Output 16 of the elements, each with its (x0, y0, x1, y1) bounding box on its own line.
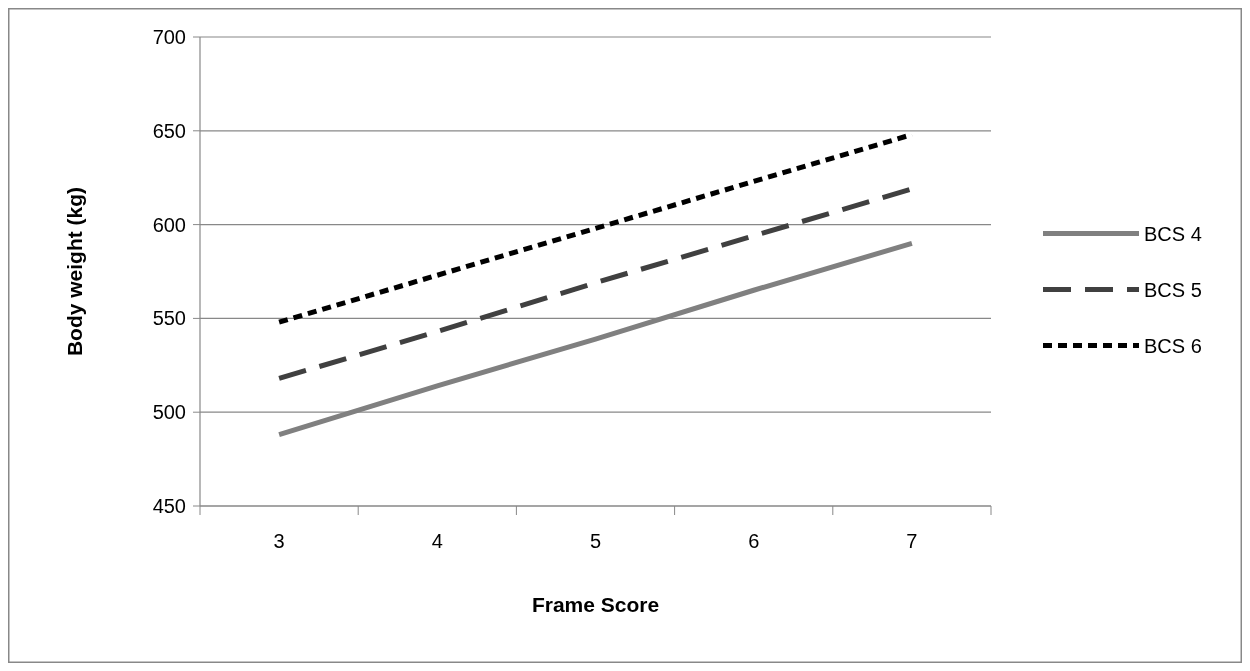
y-tick-label: 500 (152, 401, 186, 424)
legend-label: BCS 5 (1144, 278, 1202, 301)
y-tick-label: 600 (152, 213, 186, 236)
x-axis-title: Frame Score (531, 593, 660, 616)
legend-label: BCS 6 (1144, 334, 1202, 357)
x-tick-label: 3 (273, 530, 285, 552)
y-tick-label: 650 (152, 119, 186, 142)
x-tick-label: 7 (906, 530, 918, 552)
y-tick-label: 550 (152, 307, 186, 330)
x-tick-label: 6 (748, 530, 760, 552)
x-tick-label: 5 (589, 530, 602, 552)
x-tick-label: 4 (431, 530, 443, 552)
y-tick-label: 700 (152, 26, 186, 48)
legend-label: BCS 4 (1144, 222, 1202, 245)
y-tick-label: 450 (152, 495, 186, 517)
y-axis-title: Body weight (kg) (63, 186, 86, 357)
